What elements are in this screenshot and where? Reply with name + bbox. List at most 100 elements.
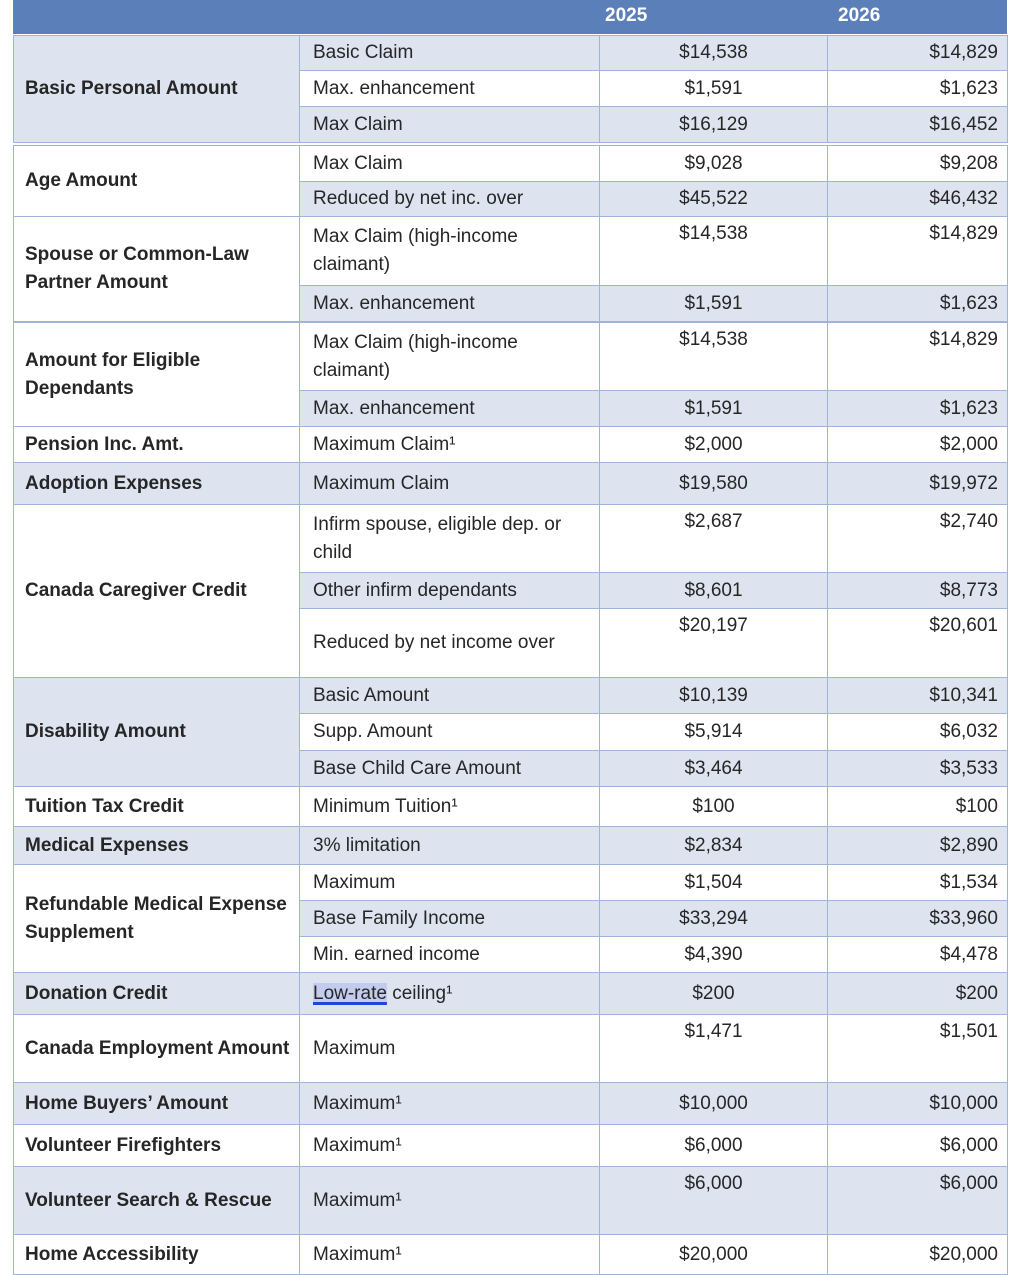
value-2025: $1,591 bbox=[599, 285, 828, 322]
value-2025-text: $1,591 bbox=[684, 397, 743, 419]
value-2025: $2,000 bbox=[599, 426, 828, 463]
item-label-text: Reduced by net inc. over bbox=[313, 185, 523, 213]
item-label: Maximum bbox=[299, 1014, 600, 1083]
low-rate-link[interactable]: Low-rate bbox=[313, 982, 387, 1004]
item-label: Base Family Income bbox=[299, 900, 600, 937]
item-label-text: Maximum¹ bbox=[313, 1241, 402, 1269]
value-2026-text: $14,829 bbox=[929, 223, 998, 244]
item-text: Min. earned income bbox=[313, 943, 480, 965]
item-text: Basic Amount bbox=[313, 684, 430, 706]
value-2026: $4,478 bbox=[827, 936, 1008, 973]
value-2026-text: $1,534 bbox=[939, 871, 998, 893]
value-2025: $14,538 bbox=[599, 216, 828, 286]
value-2026-text: $8,773 bbox=[939, 579, 998, 601]
item-label-text: Low-rate ceiling¹ bbox=[313, 980, 452, 1008]
value-2026: $14,829 bbox=[827, 322, 1008, 391]
value-2025-text: $19,580 bbox=[679, 472, 748, 494]
item-label: Maximum Claim¹ bbox=[299, 426, 600, 463]
item-text: Maximum bbox=[313, 871, 396, 893]
item-text: Base Child Care Amount bbox=[313, 757, 522, 779]
item-label: Max Claim bbox=[299, 106, 600, 143]
item-label-text: Min. earned income bbox=[313, 941, 480, 969]
value-2025: $6,000 bbox=[599, 1124, 828, 1167]
group-label-text: Pension Inc. Amt. bbox=[25, 433, 184, 455]
item-label: Low-rate ceiling¹ bbox=[299, 972, 600, 1015]
item-text: Supp. Amount bbox=[313, 721, 433, 742]
value-2025: $4,390 bbox=[599, 936, 828, 973]
value-2025: $1,591 bbox=[599, 70, 828, 107]
item-label-text: Max. enhancement bbox=[313, 395, 475, 423]
item-text: Other infirm dependants bbox=[313, 579, 517, 601]
value-2025-text: $10,139 bbox=[679, 684, 748, 706]
value-2025: $1,591 bbox=[599, 390, 828, 427]
value-2025-text: $14,538 bbox=[679, 42, 748, 63]
item-text: Max Claim bbox=[313, 113, 403, 135]
value-2026-text: $16,452 bbox=[929, 113, 998, 135]
value-2025: $1,504 bbox=[599, 864, 828, 901]
value-2026-text: $100 bbox=[955, 795, 998, 817]
item-text: Max Claim bbox=[313, 152, 403, 174]
group-label-text: Donation Credit bbox=[25, 982, 168, 1004]
item-label: Maximum¹ bbox=[299, 1082, 600, 1125]
group-label-text: Volunteer Search & Rescue bbox=[25, 1189, 272, 1211]
group-label-text: Home Accessibility bbox=[25, 1243, 199, 1265]
value-2026: $3,533 bbox=[827, 750, 1008, 787]
value-2026-text: $4,478 bbox=[939, 943, 998, 965]
value-2025-text: $2,000 bbox=[684, 433, 743, 455]
value-2026: $19,972 bbox=[827, 462, 1008, 505]
item-text: Max Claim (high-income claimant) bbox=[313, 331, 518, 381]
value-2025: $8,601 bbox=[599, 572, 828, 609]
value-2026: $6,000 bbox=[827, 1124, 1008, 1167]
group-label: Home Accessibility bbox=[13, 1234, 300, 1275]
item-text: Maximum¹ bbox=[313, 1092, 402, 1114]
item-label-text: Max Claim (high-income claimant) bbox=[313, 223, 593, 279]
item-label: Maximum¹ bbox=[299, 1166, 600, 1235]
value-2026: $10,000 bbox=[827, 1082, 1008, 1125]
value-2026-text: $14,829 bbox=[929, 329, 998, 350]
value-2025: $20,000 bbox=[599, 1234, 828, 1275]
item-label-text: Max Claim bbox=[313, 111, 403, 139]
value-2026: $1,623 bbox=[827, 285, 1008, 322]
item-label-text: Basic Amount bbox=[313, 682, 429, 710]
item-label-text: Maximum¹ bbox=[313, 1132, 402, 1160]
value-2026: $46,432 bbox=[827, 181, 1008, 217]
item-text: Infirm spouse, eligible dep. or child bbox=[313, 513, 562, 563]
value-2025: $14,538 bbox=[599, 322, 828, 391]
item-text: ceiling¹ bbox=[386, 982, 453, 1004]
value-2026-text: $6,032 bbox=[939, 721, 998, 742]
value-2026: $2,740 bbox=[827, 504, 1008, 573]
group-label: Pension Inc. Amt. bbox=[13, 426, 300, 463]
item-text: Basic Claim bbox=[313, 42, 414, 63]
value-2025-text: $200 bbox=[692, 982, 735, 1004]
group-label: Volunteer Search & Rescue bbox=[13, 1166, 300, 1235]
group-label: Spouse or Common-Law Partner Amount bbox=[13, 216, 300, 322]
item-label-text: Basic Claim bbox=[313, 39, 413, 67]
group-label: Tuition Tax Credit bbox=[13, 786, 300, 827]
value-2025: $200 bbox=[599, 972, 828, 1015]
item-label: Supp. Amount bbox=[299, 713, 600, 751]
item-label-text: 3% limitation bbox=[313, 832, 421, 860]
value-2025: $2,834 bbox=[599, 826, 828, 865]
value-2026-text: $1,501 bbox=[939, 1021, 998, 1042]
value-2025: $10,000 bbox=[599, 1082, 828, 1125]
value-2026-text: $46,432 bbox=[929, 188, 998, 209]
value-2026-text: $2,740 bbox=[939, 511, 998, 532]
value-2026-text: $19,972 bbox=[929, 472, 998, 494]
item-label: Max Claim (high-income claimant) bbox=[299, 322, 600, 391]
group-label: Canada Employment Amount bbox=[13, 1014, 300, 1083]
item-label: Maximum bbox=[299, 864, 600, 901]
value-2026: $33,960 bbox=[827, 900, 1008, 937]
value-2025-text: $1,591 bbox=[684, 292, 743, 314]
value-2026: $20,601 bbox=[827, 608, 1008, 678]
group-label-text: Tuition Tax Credit bbox=[25, 795, 184, 817]
item-label: 3% limitation bbox=[299, 826, 600, 865]
value-2025: $2,687 bbox=[599, 504, 828, 573]
value-2025: $20,197 bbox=[599, 608, 828, 678]
header-2025: 2025 bbox=[605, 5, 648, 26]
value-2026: $9,208 bbox=[827, 145, 1008, 182]
value-2026: $14,829 bbox=[827, 35, 1008, 71]
value-2026-text: $2,890 bbox=[939, 834, 998, 856]
item-label-text: Base Family Income bbox=[313, 905, 485, 933]
value-2025-text: $3,464 bbox=[684, 757, 743, 779]
